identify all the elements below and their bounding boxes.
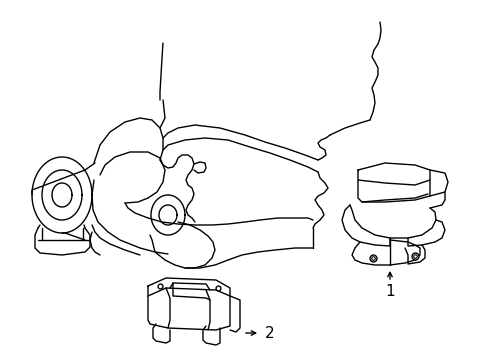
Text: 1: 1 — [385, 284, 394, 300]
Text: 2: 2 — [264, 325, 274, 341]
